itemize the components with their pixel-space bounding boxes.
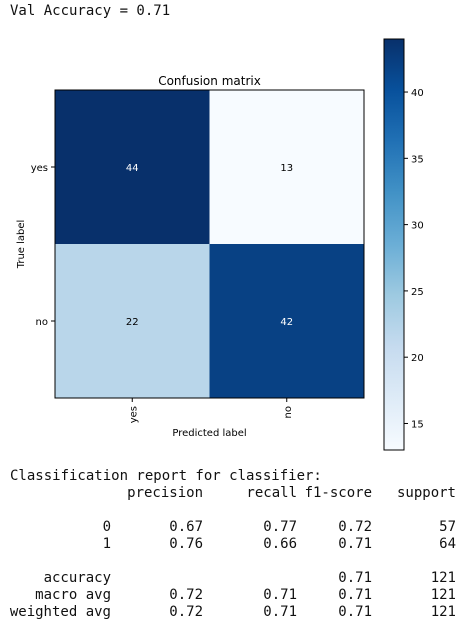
support-value: 64: [439, 536, 456, 552]
colorbar-tick-label: 40: [411, 88, 424, 99]
matrix-frame: [54, 89, 365, 399]
support-value: 121: [430, 570, 456, 586]
precision-value: 0.72: [169, 604, 203, 620]
support-value: 57: [439, 519, 456, 535]
y-axis-label: True label: [16, 220, 27, 270]
report-row-label: macro avg: [35, 587, 111, 603]
f1-score-value: 0.71: [338, 604, 372, 620]
y-tick-label: no: [36, 317, 48, 328]
recall-value: 0.66: [263, 536, 297, 552]
matrix-cell-value: 42: [280, 317, 293, 328]
precision-value: 0.67: [169, 519, 203, 535]
f1-score-value: 0.72: [338, 519, 372, 535]
f1-score-value: 0.71: [338, 536, 372, 552]
report-class-row: 1 0.76 0.66 0.71 64: [10, 536, 462, 553]
y-tick-label: yes: [31, 163, 48, 174]
report-summary-row: macro avg 0.72 0.71 0.71 121: [10, 587, 462, 604]
recall-value: 0.77: [263, 519, 297, 535]
report-header-cell: support: [396, 485, 456, 501]
report-header-cell: recall: [246, 485, 297, 501]
matrix-cell-value: 13: [280, 163, 293, 174]
matrix-cell-no-no: [209, 244, 364, 398]
precision-value: 0.72: [169, 587, 203, 603]
support-value: 121: [430, 604, 456, 620]
report-summary-row: weighted avg 0.72 0.71 0.71 121: [10, 604, 462, 621]
x-tick-label: no: [283, 406, 294, 418]
report-row-label: accuracy: [43, 570, 111, 586]
chart-title: Confusion matrix: [158, 74, 261, 88]
f1-score-value: 0.71: [338, 587, 372, 603]
matrix-cell-value: 22: [126, 317, 139, 328]
report-row-label: 0: [102, 519, 111, 535]
classification-report: Classification report for classifier: pr…: [10, 468, 462, 621]
report-title: Classification report for classifier:: [10, 468, 322, 484]
report-header-row: precision recall f1-score support: [10, 485, 462, 502]
matrix-cell-yes-no: [209, 90, 364, 244]
matrix-cell-no-yes: [55, 244, 210, 398]
report-row-label: weighted avg: [9, 604, 111, 620]
matrix-cell-value: 44: [126, 163, 139, 174]
recall-value: 0.71: [263, 604, 297, 620]
val-accuracy-text: Val Accuracy = 0.71: [10, 3, 171, 19]
recall-value: 0.71: [263, 587, 297, 603]
precision-value: 0.76: [169, 536, 203, 552]
report-summary-row: accuracy 0.71 121: [10, 570, 462, 587]
colorbar: [383, 38, 405, 451]
report-row-label: 1: [102, 536, 111, 552]
x-axis-label: Predicted label: [172, 428, 246, 439]
colorbar-tick-label: 25: [411, 287, 424, 298]
report-header-cell: f1-score: [304, 485, 372, 501]
report-class-row: 0 0.67 0.77 0.72 57: [10, 519, 462, 536]
colorbar-tick-label: 20: [411, 353, 424, 364]
report-header-cell: precision: [127, 485, 203, 501]
support-value: 121: [430, 587, 456, 603]
matrix-cell-yes-yes: [55, 90, 210, 244]
colorbar-tick-label: 15: [411, 419, 424, 430]
colorbar-tick-label: 35: [411, 154, 424, 165]
f1-score-value: 0.71: [338, 570, 372, 586]
confusion-matrix-chart: 44 13 22 42 Confusion matrix yes no yes no Pr…: [16, 38, 424, 451]
x-tick-label: yes: [128, 406, 139, 423]
colorbar-tick-label: 30: [411, 221, 424, 232]
